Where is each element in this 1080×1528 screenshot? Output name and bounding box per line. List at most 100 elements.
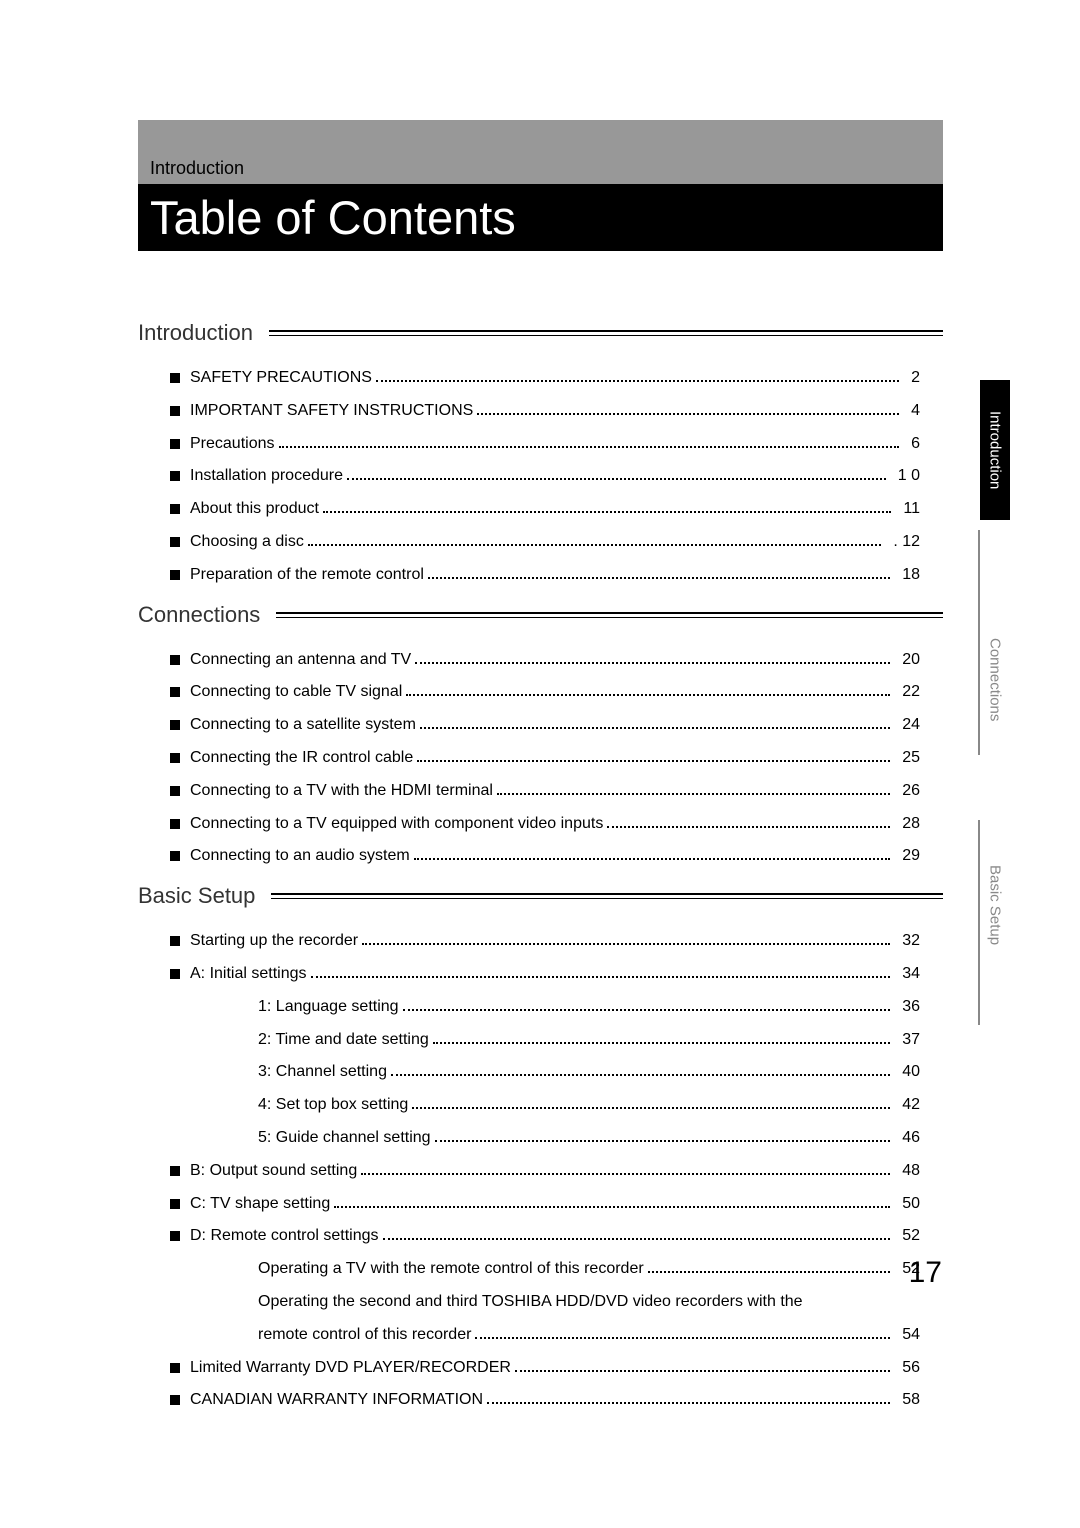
bullet-icon	[170, 439, 180, 449]
toc-entry[interactable]: 1: Language setting 36	[238, 991, 920, 1024]
toc-entry[interactable]: D: Remote control settings 52	[170, 1220, 920, 1253]
toc-entry[interactable]: Connecting to a TV with the HDMI termina…	[170, 775, 920, 808]
leader-dots	[435, 1129, 891, 1142]
toc-entry[interactable]: Connecting the IR control cable 25	[170, 742, 920, 775]
toc-list: Starting up the recorder 32 A: Initial s…	[170, 925, 920, 1417]
toc-entry[interactable]: Connecting to cable TV signal 22	[170, 676, 920, 709]
toc-entry[interactable]: A: Initial settings 34	[170, 958, 920, 991]
leader-dots	[420, 716, 890, 729]
section-rule	[271, 893, 943, 899]
leader-dots	[433, 1031, 890, 1044]
toc-entry-page: 11	[897, 493, 920, 526]
toc-entry[interactable]: Operating a TV with the remote control o…	[238, 1253, 920, 1286]
section-heading-label: Introduction	[138, 320, 253, 346]
toc-entry[interactable]: IMPORTANT SAFETY INSTRUCTIONS 4	[170, 395, 920, 428]
bullet-icon	[170, 504, 180, 514]
bullet-icon	[170, 819, 180, 829]
toc-entry[interactable]: Connecting to an audio system 29	[170, 840, 920, 873]
toc-entry[interactable]: Installation procedure 1 0	[170, 460, 920, 493]
toc-entry-page: 46	[896, 1122, 920, 1155]
toc-entry-label: D: Remote control settings	[190, 1220, 379, 1253]
leader-dots	[607, 815, 890, 828]
toc-entry[interactable]: Choosing a disc . 12	[170, 526, 920, 559]
toc-entry[interactable]: Operating the second and third TOSHIBA H…	[238, 1286, 920, 1319]
toc-entry-label: IMPORTANT SAFETY INSTRUCTIONS	[190, 395, 473, 428]
leader-dots	[403, 998, 891, 1011]
leader-dots	[347, 468, 886, 481]
toc-entry[interactable]: Precautions 6	[170, 428, 920, 461]
page: Introduction Table of Contents Introduct…	[0, 0, 1080, 1528]
leader-dots	[383, 1228, 891, 1241]
toc-entry[interactable]: SAFETY PRECAUTIONS 2	[170, 362, 920, 395]
toc-entry-label: Connecting to a satellite system	[190, 709, 416, 742]
leader-dots	[477, 402, 899, 415]
toc-entry-label: A: Initial settings	[190, 958, 307, 991]
bullet-icon	[170, 1363, 180, 1373]
toc-entry[interactable]: About this product 11	[170, 493, 920, 526]
section-heading: Connections	[138, 602, 943, 628]
toc-entry-label: CANADIAN WARRANTY INFORMATION	[190, 1384, 483, 1417]
bullet-icon	[238, 1133, 248, 1143]
bullet-icon	[170, 655, 180, 665]
bullet-icon	[170, 1395, 180, 1405]
side-tab-connections[interactable]: Connections	[980, 610, 1010, 750]
toc-entry-label: 2: Time and date setting	[258, 1024, 429, 1057]
side-tab-label: Basic Setup	[987, 865, 1004, 945]
toc-entry-page: 48	[896, 1155, 920, 1188]
bullet-icon	[170, 720, 180, 730]
toc-entry[interactable]: Preparation of the remote control 18	[170, 559, 920, 592]
side-tab-introduction[interactable]: Introduction	[980, 380, 1010, 520]
bullet-icon	[170, 851, 180, 861]
toc-entry-label: 3: Channel setting	[258, 1056, 387, 1089]
toc-entry-page: . 12	[887, 526, 920, 559]
toc-entry[interactable]: CANADIAN WARRANTY INFORMATION 58	[170, 1384, 920, 1417]
toc-entry[interactable]: C: TV shape setting 50	[170, 1188, 920, 1221]
toc-entry-page: 34	[896, 958, 920, 991]
toc-entry-label: Connecting an antenna and TV	[190, 644, 411, 677]
toc-entry-page: 6	[905, 428, 920, 461]
toc-entry-label: Connecting to a TV with the HDMI termina…	[190, 775, 493, 808]
bullet-icon	[238, 1035, 248, 1045]
leader-dots	[334, 1195, 890, 1208]
bullet-icon	[170, 1231, 180, 1241]
leader-dots	[648, 1260, 891, 1273]
leader-dots	[308, 533, 881, 546]
toc-entry[interactable]: Connecting to a satellite system 24	[170, 709, 920, 742]
toc-entry-page: 42	[896, 1089, 920, 1122]
toc-entry[interactable]: Connecting to a TV equipped with compone…	[170, 808, 920, 841]
toc-entry-page: 26	[896, 775, 920, 808]
toc-entry-page: 1 0	[892, 460, 920, 493]
side-tabs: Introduction Connections Basic Setup	[980, 380, 1010, 1060]
leader-dots	[417, 749, 890, 762]
toc-entry-continuation[interactable]: remote control of this recorder 54	[238, 1319, 920, 1352]
toc-entry-label: C: TV shape setting	[190, 1188, 330, 1221]
toc-entry[interactable]: Starting up the recorder 32	[170, 925, 920, 958]
side-tab-label: Connections	[987, 638, 1004, 721]
toc-entry[interactable]: 4: Set top box setting 42	[238, 1089, 920, 1122]
leader-dots	[475, 1326, 890, 1339]
toc-entry[interactable]: 3: Channel setting 40	[238, 1056, 920, 1089]
side-tab-basic-setup[interactable]: Basic Setup	[980, 840, 1010, 970]
bullet-icon	[238, 1067, 248, 1077]
bullet-icon	[238, 1002, 248, 1012]
toc-entry-label: Connecting to a TV equipped with compone…	[190, 808, 603, 841]
header-section-label: Introduction	[150, 158, 244, 179]
toc-entry[interactable]: B: Output sound setting 48	[170, 1155, 920, 1188]
toc-entry-label: 4: Set top box setting	[258, 1089, 408, 1122]
bullet-icon	[170, 936, 180, 946]
leader-dots	[414, 848, 891, 861]
toc-entry-label: Connecting the IR control cable	[190, 742, 413, 775]
toc-entry-page: 22	[896, 676, 920, 709]
toc-entry[interactable]: Connecting an antenna and TV 20	[170, 644, 920, 677]
toc-entry-label: Starting up the recorder	[190, 925, 358, 958]
toc-entry-page: 50	[896, 1188, 920, 1221]
bullet-icon	[170, 969, 180, 979]
page-number: 17	[909, 1256, 942, 1290]
toc-entry[interactable]: Limited Warranty DVD PLAYER/RECORDER 56	[170, 1352, 920, 1385]
toc-entry-label: Preparation of the remote control	[190, 559, 424, 592]
toc-entry[interactable]: 5: Guide channel setting 46	[238, 1122, 920, 1155]
section-rule	[276, 612, 943, 618]
bullet-icon	[170, 406, 180, 416]
bullet-icon	[170, 786, 180, 796]
toc-entry[interactable]: 2: Time and date setting 37	[238, 1024, 920, 1057]
